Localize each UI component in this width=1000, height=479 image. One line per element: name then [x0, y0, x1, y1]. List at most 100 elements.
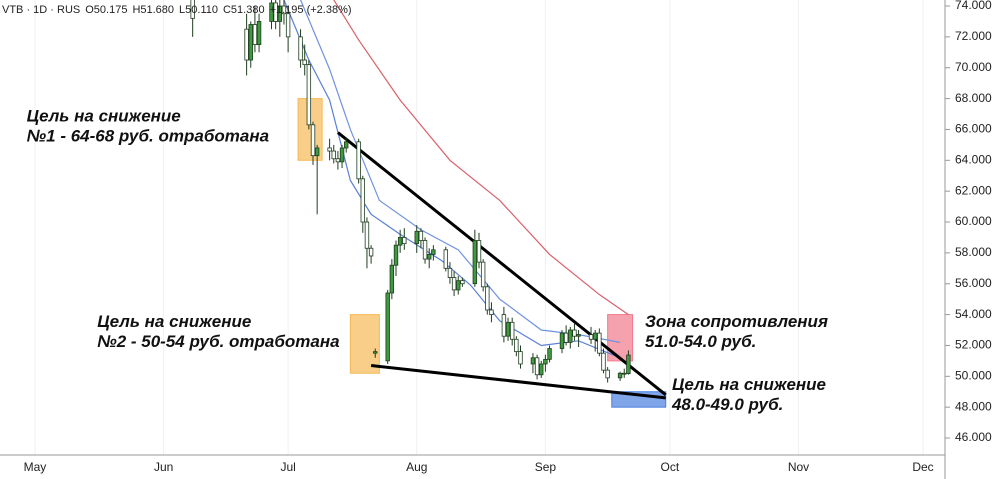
moving-average	[300, 0, 621, 343]
candle-body	[344, 141, 349, 149]
candle-body	[472, 240, 478, 285]
annotation: Цель на снижение	[672, 375, 826, 394]
candle-body	[418, 230, 424, 241]
candle-body	[364, 221, 370, 249]
candle-body	[485, 286, 490, 311]
candle-body	[327, 147, 332, 152]
candle-body	[302, 59, 307, 66]
candle-body	[273, 2, 278, 22]
candle-body	[592, 332, 598, 340]
annotation: №1 - 64-68 руб. отработана	[27, 127, 269, 146]
candle-body	[426, 254, 432, 260]
y-tick-label: 64.000	[955, 152, 992, 166]
candle-body	[306, 64, 312, 126]
y-tick-label: 46.000	[955, 430, 992, 444]
candle-body	[563, 332, 569, 343]
header-text: +1.195 (+2.38%)	[270, 4, 352, 16]
candle-body	[480, 261, 486, 288]
annotation: 51.0-54.0 руб.	[645, 332, 756, 351]
candle-body	[252, 24, 258, 45]
candle-body	[281, 5, 287, 15]
y-tick-label: 50.000	[955, 368, 992, 382]
candle-body	[576, 334, 581, 337]
candle-body	[617, 372, 623, 379]
y-tick-label: 74.000	[955, 0, 992, 12]
x-tick-label: Jun	[154, 460, 173, 474]
candle-body	[373, 351, 378, 354]
y-tick-label: 62.000	[955, 183, 992, 197]
y-tick-label: 70.000	[955, 60, 992, 74]
grid	[34, 0, 924, 455]
candle-body	[451, 277, 457, 291]
header: VTB · 1D · RUS O50.175 H51.680 L50.110 C51.3…	[2, 4, 352, 16]
header-text: VTB · 1D · RUS	[2, 4, 80, 16]
y-tick-label: 54.000	[955, 307, 992, 321]
candle-body	[190, 0, 195, 19]
candle-body	[460, 280, 465, 285]
candle-body	[456, 280, 461, 291]
candle-body	[626, 354, 631, 375]
candle-body	[256, 21, 262, 45]
candle-body	[601, 352, 606, 371]
moving-average	[283, 0, 621, 359]
candle-body	[447, 267, 453, 278]
candle-body	[518, 351, 523, 365]
x-tick-label: Nov	[788, 460, 809, 474]
annotation: 48.0-49.0 руб.	[671, 395, 783, 414]
x-tick-label: Jul	[280, 460, 295, 474]
candle-body	[431, 249, 436, 255]
header-text: L50.110	[179, 4, 218, 16]
candle-body	[310, 124, 316, 157]
candle-body	[559, 332, 565, 349]
zone	[349, 314, 380, 374]
y-tick-label: 52.000	[955, 338, 992, 352]
candle-body	[244, 28, 249, 61]
candle-body	[360, 178, 366, 223]
candle-body	[339, 147, 345, 163]
candle-body	[505, 321, 511, 337]
annotation: Зона сопротивления	[645, 312, 828, 331]
x-tick-label: Sep	[535, 460, 557, 474]
candle-body	[489, 309, 494, 315]
header-text: O50.175	[85, 4, 127, 16]
candle-body	[331, 150, 336, 160]
x-tick-label: Aug	[406, 460, 427, 474]
candle-body	[514, 338, 519, 353]
y-tick-label: 60.000	[955, 214, 992, 228]
moving-average	[333, 0, 629, 316]
candle-body	[356, 141, 361, 180]
y-tick-label: 66.000	[955, 122, 992, 136]
candle-body	[605, 369, 610, 379]
y-tick-label: 56.000	[955, 276, 992, 290]
candle-body	[298, 36, 303, 61]
candle-body	[414, 230, 419, 245]
candle-body	[335, 158, 341, 163]
candle-body	[277, 5, 283, 22]
candle-body	[314, 147, 320, 157]
header-text: C51.380	[223, 4, 265, 16]
header-text: H51.680	[132, 4, 174, 16]
y-tick-label: 58.000	[955, 245, 992, 259]
annotation: №2 - 50-54 руб. отработана	[97, 332, 339, 351]
candle-body	[285, 13, 291, 38]
candle-body	[534, 357, 540, 376]
candle-body	[509, 321, 515, 340]
candle-body	[588, 334, 594, 340]
x-tick-label: May	[24, 460, 47, 474]
annotation: Цель на снижение	[97, 312, 251, 331]
candle-body	[269, 2, 274, 22]
candle-body	[389, 264, 395, 294]
annotation: Цель на снижение	[27, 107, 181, 126]
candle-body	[402, 237, 407, 245]
candle-body	[501, 314, 507, 337]
candle-body	[422, 240, 428, 260]
y-tick-label: 48.000	[955, 399, 992, 413]
candle-body	[539, 363, 544, 376]
candle-body	[543, 358, 548, 365]
candle-body	[568, 329, 573, 343]
trend-line	[370, 364, 666, 400]
candle-body	[368, 247, 374, 257]
y-tick-label: 68.000	[955, 91, 992, 105]
